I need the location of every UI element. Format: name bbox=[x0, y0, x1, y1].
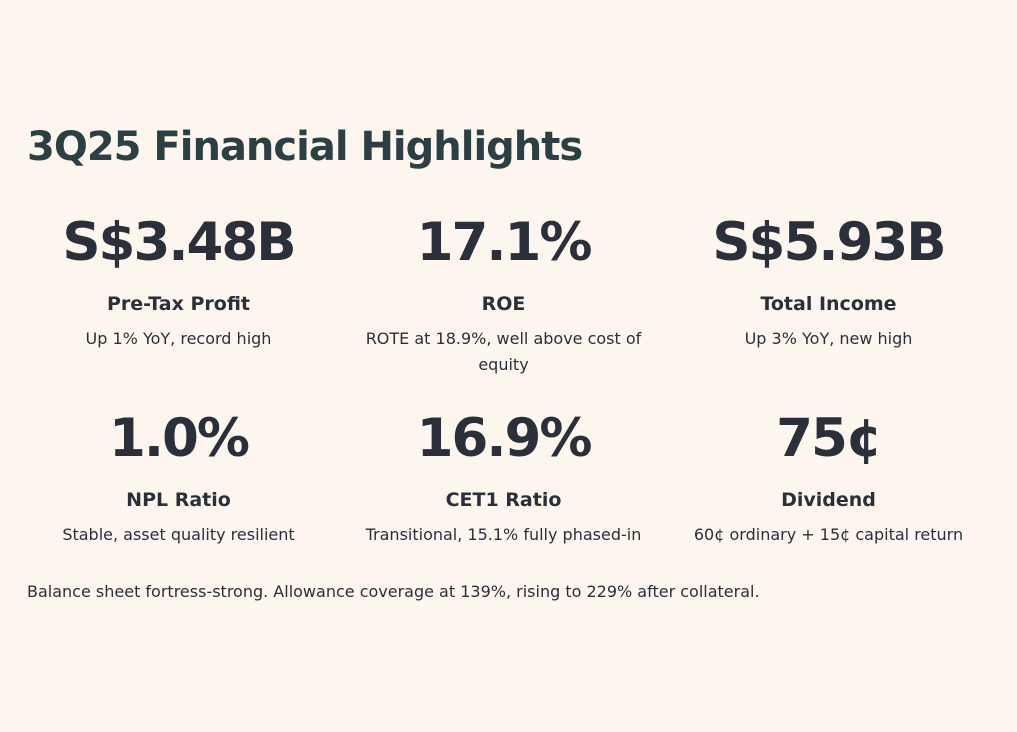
footnote: Balance sheet fortress-strong. Allowance… bbox=[27, 582, 760, 601]
metric-label: Pre-Tax Profit bbox=[107, 293, 250, 315]
metric-description: ROTE at 18.9%, well above cost of equity bbox=[365, 329, 642, 374]
metric-value: 17.1% bbox=[416, 212, 593, 273]
metric-label: NPL Ratio bbox=[126, 489, 231, 511]
metric-value: 16.9% bbox=[416, 408, 593, 469]
metrics-grid: S$3.48B Pre-Tax Profit Up 1% YoY, record… bbox=[16, 208, 991, 564]
metric-npl-ratio: 1.0% NPL Ratio Stable, asset quality res… bbox=[16, 404, 341, 564]
metric-label: Total Income bbox=[760, 293, 897, 315]
metric-cet1-ratio: 16.9% CET1 Ratio Transitional, 15.1% ful… bbox=[341, 404, 666, 564]
metric-description: Up 3% YoY, new high bbox=[744, 329, 913, 348]
metric-label: ROE bbox=[481, 293, 526, 315]
metric-description: Transitional, 15.1% fully phased-in bbox=[365, 525, 642, 544]
metric-value: 75¢ bbox=[776, 408, 883, 469]
metric-label: Dividend bbox=[781, 489, 876, 511]
metric-value: S$3.48B bbox=[62, 212, 296, 273]
metric-description: Up 1% YoY, record high bbox=[85, 329, 272, 348]
metric-total-income: S$5.93B Total Income Up 3% YoY, new high bbox=[666, 208, 991, 404]
metric-dividend: 75¢ Dividend 60¢ ordinary + 15¢ capital … bbox=[666, 404, 991, 564]
metric-value: S$5.93B bbox=[712, 212, 946, 273]
metric-label: CET1 Ratio bbox=[445, 489, 562, 511]
metric-description: Stable, asset quality resilient bbox=[62, 525, 295, 544]
metric-description: 60¢ ordinary + 15¢ capital return bbox=[693, 525, 964, 544]
metric-pre-tax-profit: S$3.48B Pre-Tax Profit Up 1% YoY, record… bbox=[16, 208, 341, 404]
metric-value: 1.0% bbox=[109, 408, 250, 469]
page-title: 3Q25 Financial Highlights bbox=[27, 124, 583, 170]
metric-roe: 17.1% ROE ROTE at 18.9%, well above cost… bbox=[341, 208, 666, 404]
